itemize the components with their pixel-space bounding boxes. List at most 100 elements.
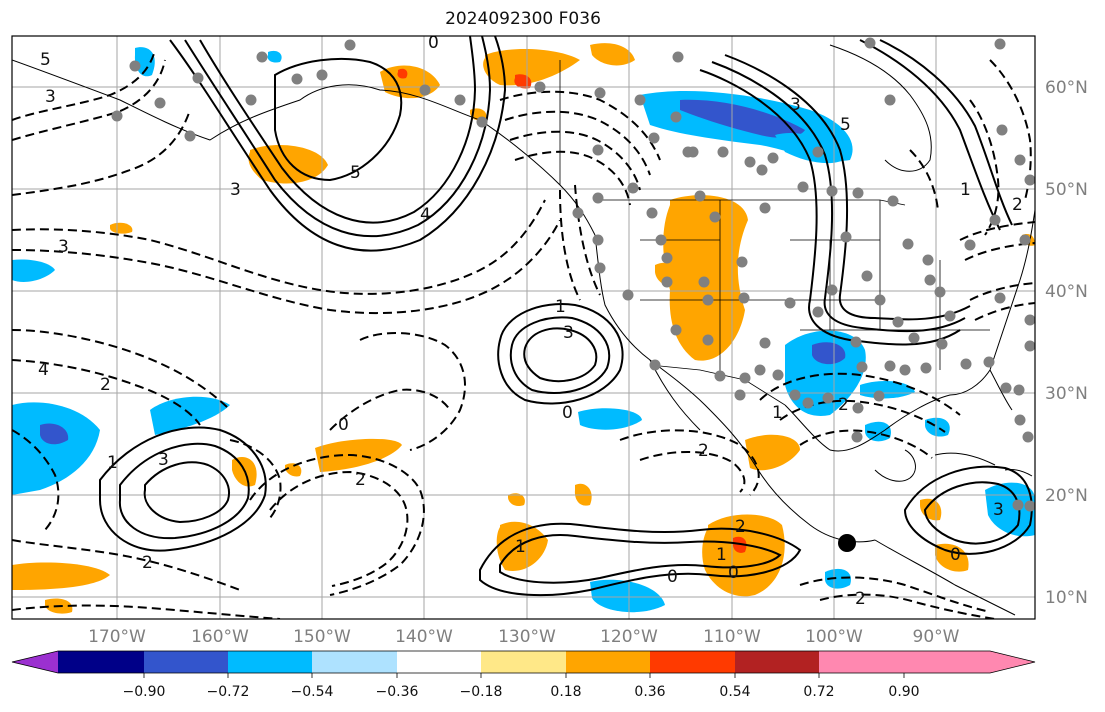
station-marker [852,402,864,414]
contour-label: 4 [420,205,431,225]
station-marker [698,276,710,288]
station-marker [908,332,920,344]
coast-florida [989,369,1013,411]
shade-red-bering [397,68,408,79]
colorbar-ticks [143,673,905,678]
station-marker [784,297,796,309]
station-marker [291,73,303,85]
contour-label: 3 [563,323,574,343]
contour-low-west-4 [12,329,231,411]
contour-label: 3 [230,180,241,200]
plot-title: 2024092300 F036 [445,9,601,29]
station-marker [902,238,914,250]
station-marker [772,369,784,381]
contour-label: 2 [355,470,366,490]
station-marker [892,316,904,328]
contour-mexico-1 [619,429,760,496]
colorbar-extend-high [904,651,1035,673]
contour-label: 2 [735,517,746,537]
contour-gulf-2 [779,399,946,433]
station-marker [476,116,488,128]
station-marker [744,156,756,168]
contour-trough-hi-1 [99,426,267,552]
station-marker [759,337,771,349]
station-marker [994,38,1006,50]
station-marker [572,207,584,219]
shade-blue-baja [578,408,642,430]
contour-low-bc-2 [574,184,601,296]
station-marker [670,111,682,123]
shade-blue-central [150,396,230,435]
contour-ridge-east-2 [711,61,966,333]
station-marker [1000,382,1012,394]
lat-label: 30°N [1045,384,1088,404]
lon-label: 150°W [293,627,351,647]
contour-ridge-pacific-4 [274,57,403,182]
colorbar-swatch [312,651,397,673]
station-marker [184,130,196,142]
contour-central-4 [269,470,409,587]
contour-eastpac-2 [499,534,782,584]
station-marker [884,94,896,106]
station-marker [154,97,166,109]
contour-label: 2 [142,553,153,573]
station-marker [754,364,766,376]
shade-blue-south [590,579,665,613]
lon-label: 90°W [913,627,960,647]
colorbar-tick-label: 0.72 [803,684,834,700]
station-marker [873,390,885,402]
contour-high-ca-3 [523,327,598,383]
contour-label: 3 [158,450,169,470]
colorbar-tick-label: 0.18 [550,684,581,700]
contour-gulf-3 [799,429,933,459]
contour-southwest-2 [12,604,281,619]
shade-blue-texas [785,330,866,416]
contour-gulfalaska-3 [509,130,641,191]
colorbar-tick-label: 0.36 [634,684,665,700]
contour-label: 2 [698,441,709,461]
station-marker [634,94,646,106]
station-marker [702,334,714,346]
station-marker [789,389,801,401]
shade-blue-gulf2 [865,421,891,442]
station-marker [840,231,852,243]
coast-central-am [874,539,1016,616]
station-marker [622,289,634,301]
station-marker [245,94,257,106]
station-marker [419,84,431,96]
shade-blue-hawaii [12,402,100,495]
station-marker [687,146,699,158]
lat-label: 50°N [1045,180,1088,200]
contour-gulf-1 [759,372,961,416]
station-marker [944,310,956,322]
colorbar-tick-label: −0.72 [207,684,250,700]
contour-ridge-east-1 [699,69,961,346]
contour-southwest-1 [12,539,241,591]
contours-negative [12,49,1035,619]
coastlines [12,44,1035,616]
lon-label: 110°W [703,627,761,647]
station-marker [797,181,809,193]
contour-label: 0 [728,563,739,583]
station-marker [534,81,546,93]
station-marker [1022,431,1034,443]
coast-west-na [594,234,876,543]
contour-ridge-pacific-3 [199,36,477,224]
shade-orange-trough [285,463,302,477]
station-marker [717,146,729,158]
colorbar-swatch [58,651,144,673]
lon-label: 120°W [600,627,658,647]
graticule [12,36,1035,619]
colorbar-swatch [566,651,650,673]
station-marker [702,294,714,306]
contour-caribbean-1 [903,465,1033,555]
contour-label: 2 [1012,195,1023,215]
station-marker [661,276,673,288]
shade-orange-south [496,521,548,571]
station-marker [316,69,328,81]
shade-blue-mexico [825,568,851,589]
map-frame [11,35,1036,620]
contour-central-2 [329,388,451,431]
contour-east-upper-1 [859,39,1001,231]
station-marker [454,94,466,106]
